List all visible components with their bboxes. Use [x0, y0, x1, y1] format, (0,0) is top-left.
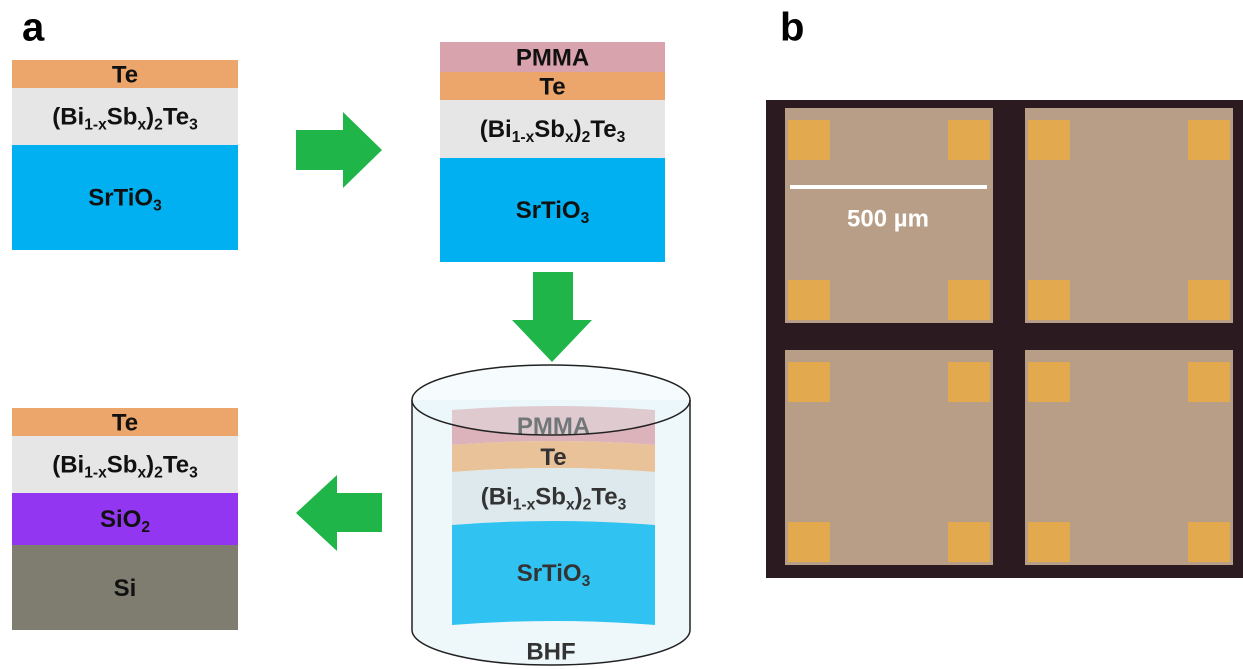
layer-label: (Bi1-xSbx)2Te3 — [52, 104, 198, 134]
label-part: SiO — [100, 506, 141, 533]
label-part: 2 — [154, 465, 163, 482]
layer-label: (Bi1-xSbx)2Te3 — [481, 484, 627, 514]
arrow-down — [512, 272, 592, 362]
layer-label: Si — [114, 575, 137, 602]
contact-pad — [1028, 280, 1070, 320]
label-part: SrTiO — [88, 185, 153, 212]
label-part: (Bi — [52, 452, 84, 479]
label-part: 1-x — [84, 117, 107, 134]
label-part: 2 — [141, 519, 150, 536]
label-part: 1-x — [84, 465, 107, 482]
label-part: (Bi — [52, 104, 84, 131]
beaker-rim — [412, 365, 690, 435]
contact-pad — [1188, 120, 1230, 160]
label-part: ) — [146, 452, 154, 479]
label-part: x — [137, 465, 146, 482]
layer-label: Te — [112, 409, 138, 436]
label-part: x — [566, 497, 575, 514]
label-part: SrTiO — [516, 197, 581, 224]
label-part: Te — [163, 452, 189, 479]
panel-label: b — [780, 6, 804, 50]
label-part: (Bi — [481, 484, 513, 511]
label-part: Sb — [107, 452, 138, 479]
scale-bar-label: 500 µm — [847, 205, 929, 232]
contact-pad — [1028, 362, 1070, 402]
contact-pad — [788, 522, 830, 562]
label-part: Sb — [107, 104, 138, 131]
contact-pad — [1188, 362, 1230, 402]
label-part: 1-x — [512, 129, 535, 146]
figure: a b Te(Bi1-xSbx)2Te3SrTiO3PMMATe(Bi1-xSb… — [0, 0, 1243, 669]
contact-pad — [948, 120, 990, 160]
contact-pad — [948, 280, 990, 320]
layer-label: (Bi1-xSbx)2Te3 — [480, 116, 626, 146]
layer-label: Te — [112, 61, 138, 88]
contact-pad — [1028, 120, 1070, 160]
contact-pad — [1188, 280, 1230, 320]
label-part: 3 — [618, 497, 627, 514]
label-part: Te — [163, 104, 189, 131]
label-part: 2 — [582, 129, 591, 146]
label-part: 3 — [617, 129, 626, 146]
beaker-label: BHF — [526, 638, 575, 665]
contact-pad — [948, 362, 990, 402]
contact-pad — [1188, 522, 1230, 562]
label-part: ) — [574, 116, 582, 143]
label-part: 3 — [189, 117, 198, 134]
contact-pad — [1028, 522, 1070, 562]
label-part: 3 — [189, 465, 198, 482]
layer-label: SrTiO3 — [88, 185, 162, 215]
layer-label: Te — [539, 73, 565, 100]
label-part: 3 — [153, 198, 162, 215]
label-part: 3 — [582, 573, 591, 590]
contact-pad — [788, 120, 830, 160]
label-part: (Bi — [480, 116, 512, 143]
contact-pad — [788, 280, 830, 320]
label-part: Sb — [534, 116, 565, 143]
label-part: Te — [591, 484, 617, 511]
contact-pad — [948, 522, 990, 562]
label-part: x — [565, 129, 574, 146]
label-part: 2 — [154, 117, 163, 134]
label-part: Te — [590, 116, 616, 143]
label-part: x — [137, 117, 146, 134]
label-part: 1-x — [513, 497, 536, 514]
arrow-right — [296, 112, 382, 188]
arrow-left — [296, 475, 382, 551]
label-part: Sb — [535, 484, 566, 511]
micrograph — [766, 100, 1243, 578]
layer-label: SrTiO3 — [517, 560, 591, 590]
label-part: ) — [146, 104, 154, 131]
layer-label: SrTiO3 — [516, 197, 590, 227]
layer-label: PMMA — [516, 44, 589, 71]
label-part: 3 — [581, 210, 590, 227]
layer-label: (Bi1-xSbx)2Te3 — [52, 452, 198, 482]
panel-label: a — [22, 6, 45, 50]
label-part: ) — [575, 484, 583, 511]
beaker-top — [412, 365, 690, 435]
contact-pad — [788, 362, 830, 402]
label-part: SrTiO — [517, 560, 582, 587]
label-part: 2 — [583, 497, 592, 514]
layer-label: Te — [540, 444, 566, 471]
